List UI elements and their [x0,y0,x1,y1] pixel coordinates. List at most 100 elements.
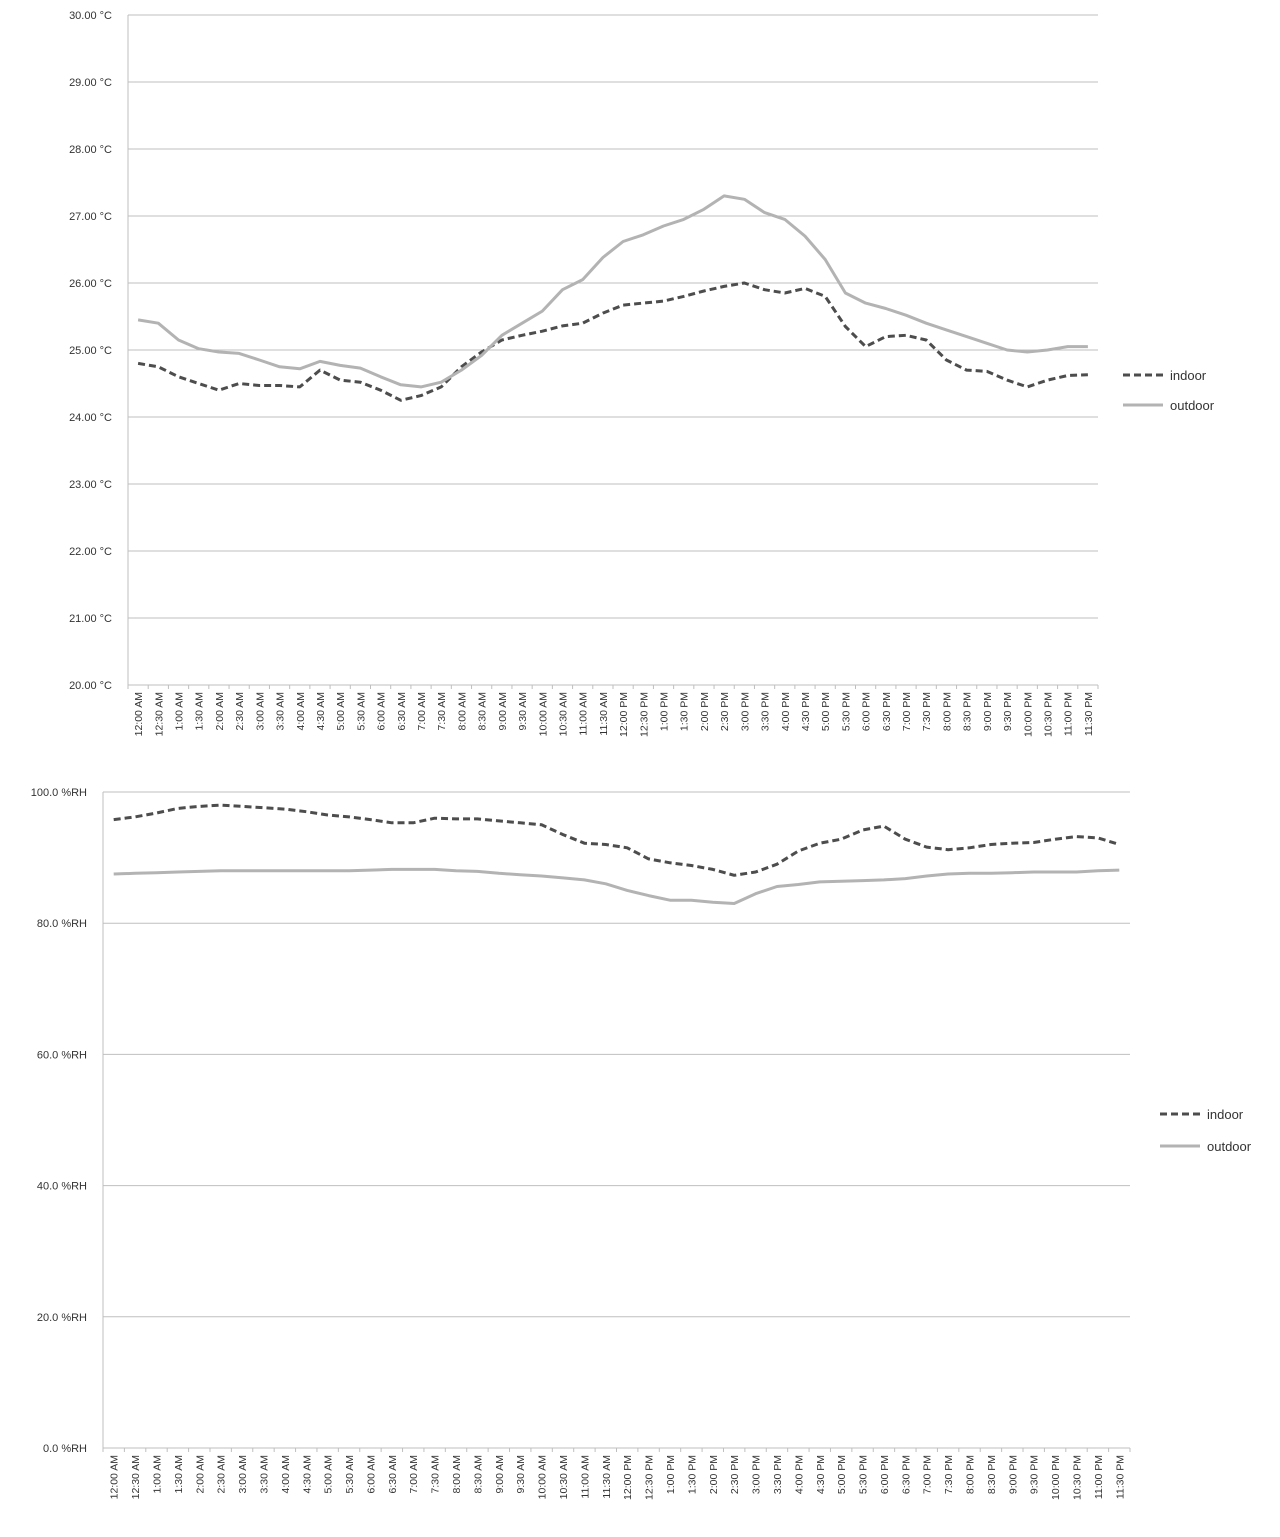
chart1-x-tick-label: 3:00 PM [739,692,751,731]
chart1-x-tick-label: 6:30 AM [396,692,408,731]
chart2-y-tick-label: 40.0 %RH [37,1181,87,1193]
chart1-x-tick-label: 5:30 PM [840,692,852,731]
chart1-x-tick-label: 3:00 AM [254,692,266,731]
chart2-x-tick-label: 8:30 AM [472,1455,484,1494]
chart2-x-tick-label: 12:00 PM [622,1455,634,1500]
chart1-series-indoor-line [137,281,1088,402]
chart1-y-tick-label: 25.00 °C [69,345,112,357]
chart2-x-tick-label: 1:30 PM [686,1455,698,1494]
chart1-x-tick-label: 10:30 PM [1042,692,1054,737]
chart2-x-tick-label: 6:30 AM [387,1455,399,1494]
chart2-x-tick-label: 6:00 PM [879,1455,891,1494]
chart1-x-tick-label: 6:00 AM [376,692,388,731]
chart1-x-tick-label: 9:30 PM [1002,692,1014,731]
chart1-y-tick-label: 27.00 °C [69,211,112,223]
chart2-x-tick-label: 4:30 AM [301,1455,313,1494]
chart1-x-tick-label: 2:30 PM [719,692,731,731]
chart2-x-tick-label: 6:30 PM [900,1455,912,1494]
chart1-x-tick-label: 12:30 AM [153,692,165,736]
chart1-x-tick-label: 10:00 AM [537,692,549,736]
chart2-x-tick-label: 8:30 PM [986,1455,998,1494]
chart1-x-tick-label: 3:30 AM [275,692,287,731]
chart2-x-tick-label: 10:30 PM [1072,1455,1084,1500]
chart1-x-tick-label: 4:00 PM [780,692,792,731]
chart1-x-tick-label: 9:00 AM [497,692,509,731]
chart1-x-tick-label: 8:30 PM [962,692,974,731]
chart1-legend-label-indoor: indoor [1170,368,1207,383]
chart2-x-tick-label: 4:30 PM [815,1455,827,1494]
chart1-x-tick-label: 4:30 AM [315,692,327,731]
chart1-legend-label-outdoor: outdoor [1170,398,1215,413]
chart2-x-tick-label: 3:30 AM [258,1455,270,1494]
chart1-x-tick-label: 9:00 PM [982,692,994,731]
chart1-x-tick-label: 2:30 AM [234,692,246,731]
chart2-x-tick-label: 9:00 AM [494,1455,506,1494]
chart1-x-tick-label: 5:30 AM [355,692,367,731]
chart2-x-tick-label: 10:00 AM [537,1455,549,1499]
chart1-x-tick-label: 2:00 AM [214,692,226,731]
chart2-x-tick-label: 4:00 AM [280,1455,292,1494]
chart1-x-tick-label: 11:30 AM [598,692,610,736]
chart1-y-tick-label: 21.00 °C [69,613,112,625]
chart1-x-tick-label: 10:00 PM [1022,692,1034,737]
chart2-x-tick-label: 1:00 AM [151,1455,163,1494]
chart2-x-tick-label: 11:00 PM [1093,1455,1105,1499]
chart1-y-tick-label: 30.00 °C [69,10,112,22]
chart1-x-tick-label: 7:30 AM [436,692,448,731]
chart1-x-tick-label: 3:30 PM [760,692,772,731]
chart2-x-tick-label: 1:30 AM [173,1455,185,1494]
chart2-x-tick-label: 3:00 AM [237,1455,249,1494]
chart2-x-tick-label: 2:30 AM [216,1455,228,1494]
chart2-x-tick-label: 10:00 PM [1050,1455,1062,1500]
chart1-x-tick-label: 2:00 PM [699,692,711,731]
chart2-x-tick-label: 4:00 PM [793,1455,805,1494]
chart1-x-tick-label: 11:00 PM [1063,692,1075,736]
chart2-series-indoor-line [113,803,1120,877]
chart2-x-tick-label: 8:00 PM [965,1455,977,1494]
chart1-x-tick-label: 5:00 PM [820,692,832,731]
chart1-x-tick-label: 11:30 PM [1083,692,1095,736]
chart1-x-tick-label: 7:00 AM [416,692,428,731]
chart2-x-tick-label: 2:00 PM [708,1455,720,1494]
chart1-x-tick-label: 6:00 PM [861,692,873,731]
chart2-x-tick-label: 7:00 AM [408,1455,420,1494]
chart2-x-tick-label: 9:30 AM [515,1455,527,1494]
chart2-x-tick-label: 7:30 AM [430,1455,442,1494]
chart2-y-tick-label: 100.0 %RH [31,787,87,799]
chart2-x-tick-label: 12:30 AM [130,1455,142,1499]
chart2-x-tick-label: 1:00 PM [665,1455,677,1494]
chart1-x-tick-label: 12:30 PM [638,692,650,737]
chart1-x-tick-label: 8:00 AM [456,692,468,731]
chart1-x-tick-label: 7:00 PM [901,692,913,731]
chart1-x-tick-label: 1:00 PM [659,692,671,731]
chart1-x-tick-label: 6:30 PM [881,692,893,731]
chart1-x-tick-label: 10:30 AM [557,692,569,736]
chart1-y-tick-label: 24.00 °C [69,412,112,424]
chart2-x-tick-label: 9:00 PM [1007,1455,1019,1494]
chart2-x-tick-label: 12:00 AM [109,1455,121,1499]
chart2-x-tick-label: 11:00 AM [579,1455,591,1499]
chart2-legend-label-outdoor: outdoor [1207,1139,1252,1154]
chart1-x-tick-label: 4:30 PM [800,692,812,731]
chart2-x-tick-label: 5:00 PM [836,1455,848,1494]
chart2-y-tick-label: 20.0 %RH [37,1312,87,1324]
chart1-x-tick-label: 4:00 AM [295,692,307,731]
chart1-x-tick-label: 9:30 AM [517,692,529,731]
chart1-y-tick-label: 22.00 °C [69,546,112,558]
chart1-x-tick-label: 5:00 AM [335,692,347,731]
chart2-y-tick-label: 60.0 %RH [37,1049,87,1061]
chart1-y-tick-label: 28.00 °C [69,144,112,156]
chart1-x-tick-label: 8:30 AM [477,692,489,731]
chart1-x-tick-label: 1:30 AM [194,692,206,731]
chart1-x-tick-label: 1:00 AM [174,692,186,731]
chart1-x-tick-label: 12:00 PM [618,692,630,737]
chart1-y-tick-label: 29.00 °C [69,77,112,89]
chart2-x-tick-label: 11:30 PM [1114,1455,1126,1499]
chart2-x-tick-label: 3:30 PM [772,1455,784,1494]
chart2-y-tick-label: 0.0 %RH [43,1443,87,1455]
chart2-x-tick-label: 5:30 AM [344,1455,356,1494]
chart2-x-tick-label: 3:00 PM [751,1455,763,1494]
chart2-legend-label-indoor: indoor [1207,1107,1244,1122]
chart2-x-tick-label: 8:00 AM [451,1455,463,1494]
